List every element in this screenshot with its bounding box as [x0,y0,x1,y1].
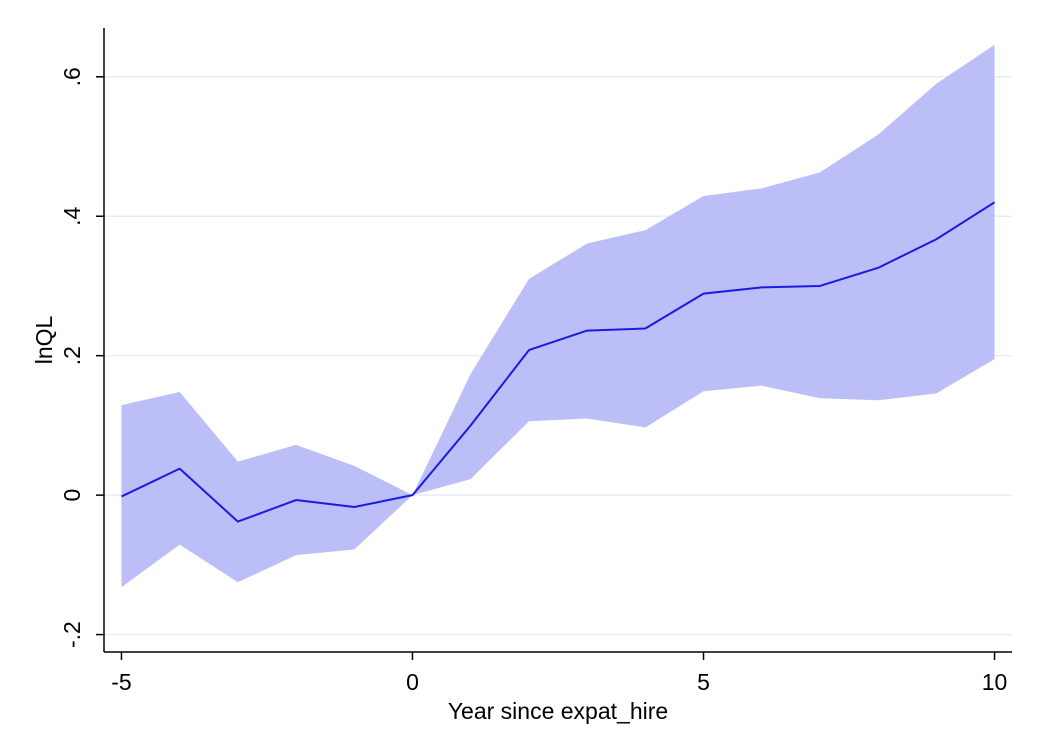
x-tick-label-3: 10 [982,669,1008,695]
x-tick-label-1: 0 [406,669,419,695]
confidence-band [121,44,995,588]
confidence-band-layer [121,44,995,588]
estimate-line [121,201,996,523]
axes [96,28,1012,660]
tick-labels: -.2 0 .2 .4 .6 -5 0 5 10 [59,67,1007,695]
y-tick-label-0: -.2 [59,621,85,648]
y-tick-label-1: 0 [59,489,85,502]
y-tick-label-3: .4 [59,206,85,225]
y-axis-title: lnQL [31,316,57,365]
x-axis-title: Year since expat_hire [448,698,668,724]
x-tick-label-2: 5 [697,669,710,695]
y-tick-label-4: .6 [59,67,85,86]
estimate-line-layer [121,201,996,523]
x-tick-label-0: -5 [111,669,131,695]
y-tick-label-2: .2 [59,346,85,365]
